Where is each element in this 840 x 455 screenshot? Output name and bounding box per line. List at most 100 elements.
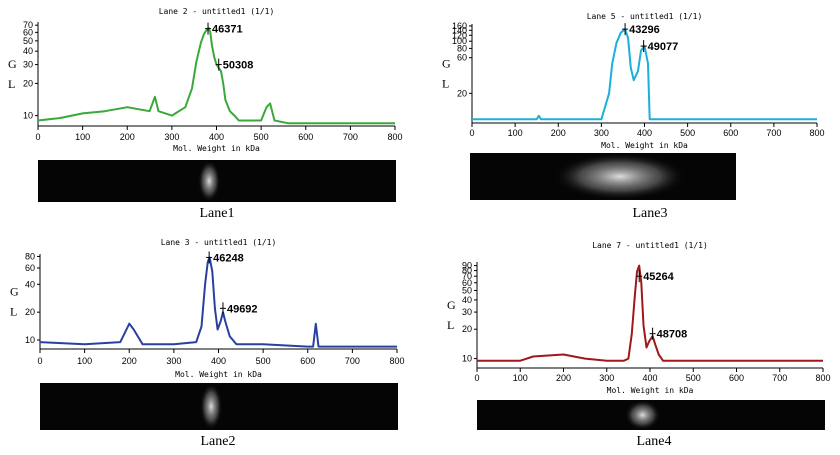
y-tick-label: 70 (23, 20, 33, 30)
peak-label: 50308 (223, 60, 254, 72)
x-tick-label: 0 (469, 128, 474, 138)
gel-band (624, 400, 661, 430)
x-tick-label: 800 (389, 356, 404, 366)
y-tick-label: 20 (23, 78, 33, 88)
y-tick-label: 60 (23, 27, 33, 37)
series-line (472, 28, 817, 121)
x-tick-label: 700 (345, 356, 360, 366)
series-line (37, 26, 395, 125)
x-axis-label: Mol. Weight in kDa (173, 144, 260, 153)
y-tick-label: 90 (462, 261, 472, 271)
x-tick-label: 300 (164, 132, 179, 142)
x-axis-label: Mol. Weight in kDa (601, 141, 688, 150)
y-tick-label: 140 (452, 25, 467, 35)
peak-label: 48708 (657, 329, 688, 341)
peak-label: 49077 (648, 41, 679, 53)
y-tick-label: 120 (452, 30, 467, 40)
gel-band (197, 160, 221, 202)
x-tick-label: 200 (122, 356, 137, 366)
y-tick-label: 20 (462, 324, 472, 334)
y-tick-label: 30 (23, 60, 33, 70)
x-tick-label: 400 (211, 356, 226, 366)
x-tick-label: 100 (513, 373, 528, 383)
y-axis-label: G (447, 298, 456, 312)
x-tick-label: 700 (343, 132, 358, 142)
y-axis-label: G (442, 57, 451, 71)
x-tick-label: 100 (77, 356, 92, 366)
lane-caption: Lane2 (200, 434, 236, 449)
y-tick-label: 10 (23, 111, 33, 121)
x-tick-label: 400 (642, 373, 657, 383)
y-tick-label: 10 (462, 354, 472, 364)
y-tick-label: 60 (462, 278, 472, 288)
x-tick-label: 600 (300, 356, 315, 366)
y-tick-label: 70 (462, 271, 472, 281)
series-line (477, 264, 823, 362)
peak-label: 43296 (629, 24, 660, 36)
x-tick-label: 200 (556, 373, 571, 383)
x-tick-label: 200 (120, 132, 135, 142)
chart-panel-lane2: Lane 2 - untitled1 (1/1) 10 20 30 40 50 60 70 0 1… (0, 0, 420, 228)
chart-panel-lane7: Lane 7 - untitled1 (1/1) 10 20 30 40 50 60 70 80… (420, 228, 840, 455)
chart-title: Lane 2 - untitled1 (1/1) (159, 7, 275, 16)
x-tick-label: 100 (508, 128, 523, 138)
chart-panel-lane3: Lane 3 - untitled1 (1/1) 10 20 40 60 80 0 100 20… (0, 228, 420, 455)
x-axis-label: Mol. Weight in kDa (175, 370, 262, 379)
chart-title: Lane 5 - untitled1 (1/1) (587, 12, 703, 21)
y-tick-label: 60 (457, 53, 467, 63)
gel-band (199, 383, 223, 430)
x-axis-label: Mol. Weight in kDa (607, 386, 694, 395)
y-tick-label: 160 (452, 21, 467, 31)
x-tick-label: 400 (209, 132, 224, 142)
y-tick-label: 50 (23, 36, 33, 46)
x-tick-label: 400 (637, 128, 652, 138)
y-tick-label: 40 (25, 279, 35, 289)
x-tick-label: 0 (35, 132, 40, 142)
gel-band (552, 153, 688, 200)
x-tick-label: 800 (815, 373, 830, 383)
y-tick-label: 10 (25, 335, 35, 345)
peak-label: 46248 (213, 252, 244, 264)
y-axis-label: L (10, 305, 17, 319)
x-tick-label: 100 (75, 132, 90, 142)
y-tick-label: 20 (457, 88, 467, 98)
y-axis-label: L (447, 318, 454, 332)
x-tick-label: 600 (723, 128, 738, 138)
y-tick-label: 20 (25, 307, 35, 317)
y-tick-label: 30 (462, 307, 472, 317)
chart-panel-lane5: Lane 5 - untitled1 (1/1) 20 60 80 100 120 140 1… (420, 0, 840, 228)
y-tick-label: 100 (452, 36, 467, 46)
y-axis-label: G (10, 285, 19, 299)
peak-label: 45264 (643, 271, 674, 283)
x-tick-label: 0 (474, 373, 479, 383)
x-tick-label: 800 (387, 132, 402, 142)
y-tick-label: 80 (462, 266, 472, 276)
x-tick-label: 300 (166, 356, 181, 366)
x-tick-label: 500 (254, 132, 269, 142)
y-tick-label: 40 (23, 46, 33, 56)
y-tick-label: 50 (462, 285, 472, 295)
lane-caption: Lane1 (199, 206, 235, 221)
peak-label: 49692 (227, 303, 258, 315)
y-axis-label: L (8, 77, 15, 91)
densitometry-chart-lane7: Lane 7 - untitled1 (1/1)1020304050607080… (447, 241, 831, 430)
x-tick-label: 500 (680, 128, 695, 138)
y-tick-label: 80 (25, 251, 35, 261)
x-tick-label: 300 (599, 373, 614, 383)
lane-caption: Lane3 (632, 206, 668, 221)
x-tick-label: 800 (809, 128, 824, 138)
x-tick-label: 0 (37, 356, 42, 366)
lane-caption: Lane4 (636, 434, 672, 449)
x-tick-label: 700 (772, 373, 787, 383)
densitometry-chart-lane5: Lane 5 - untitled1 (1/1)2060801001201401… (442, 12, 825, 200)
series-line (39, 256, 397, 348)
y-tick-label: 60 (25, 263, 35, 273)
x-tick-label: 200 (551, 128, 566, 138)
x-tick-label: 600 (729, 373, 744, 383)
y-axis-label: G (8, 57, 17, 71)
y-tick-label: 40 (462, 295, 472, 305)
x-tick-label: 500 (686, 373, 701, 383)
x-tick-label: 700 (766, 128, 781, 138)
